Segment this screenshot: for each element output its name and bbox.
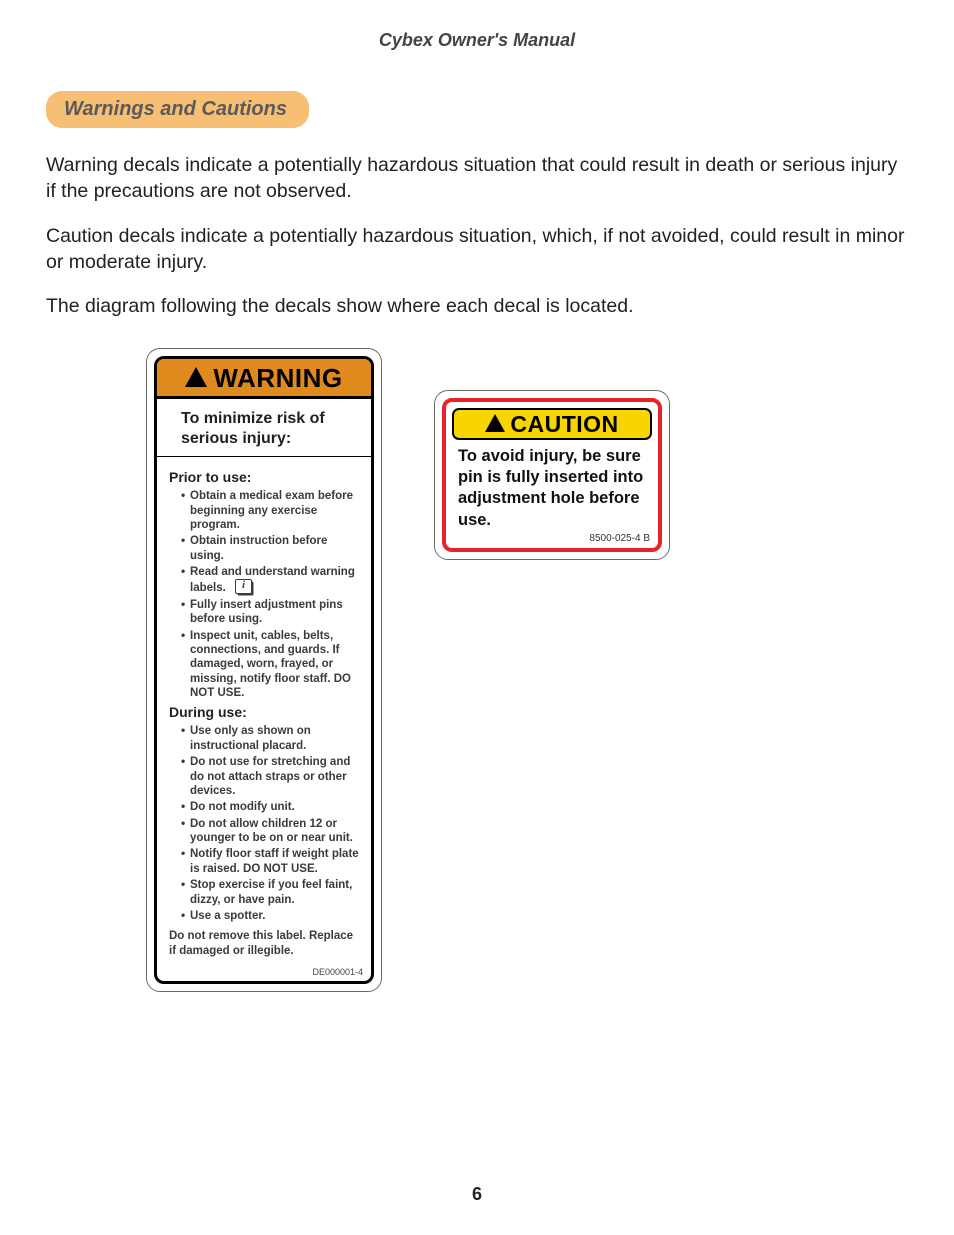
warning-decal: WARNING To minimize risk of serious inju… [146, 348, 382, 993]
warning-item: Obtain instruction before using. [181, 534, 359, 563]
decals-row: WARNING To minimize risk of serious inju… [146, 348, 908, 993]
warning-item: Do not allow children 12 or younger to b… [181, 817, 359, 846]
warning-header: WARNING [157, 359, 371, 399]
warning-item: Inspect unit, cables, belts, connections… [181, 629, 359, 701]
caution-decal: CAUTION To avoid injury, be sure pin is … [434, 390, 670, 561]
caution-header-word: CAUTION [510, 411, 618, 438]
alert-triangle-icon [185, 367, 207, 387]
warning-item: Stop exercise if you feel faint, dizzy, … [181, 878, 359, 907]
intro-paragraph-1: Warning decals indicate a potentially ha… [46, 152, 908, 205]
manual-info-icon: i [235, 579, 252, 594]
section-heading-pill: Warnings and Cautions [46, 91, 309, 128]
page-number: 6 [0, 1184, 954, 1205]
warning-section2-list: Use only as shown on instructional placa… [169, 724, 359, 923]
caution-body-text: To avoid injury, be sure pin is fully in… [446, 444, 658, 534]
warning-section1-list: Obtain a medical exam before beginning a… [169, 489, 359, 700]
caution-decal-code: 8500-025-4 B [446, 533, 658, 548]
intro-paragraph-2: Caution decals indicate a potentially ha… [46, 223, 908, 276]
warning-item: Do not modify unit. [181, 800, 359, 814]
warning-item: Obtain a medical exam before beginning a… [181, 489, 359, 532]
document-title: Cybex Owner's Manual [46, 30, 908, 51]
intro-paragraph-3: The diagram following the decals show wh… [46, 293, 908, 319]
warning-decal-inner: WARNING To minimize risk of serious inju… [154, 356, 374, 985]
warning-item: Read and understand warning labels. i [181, 565, 359, 596]
warning-decal-code: DE000001-4 [157, 965, 371, 981]
warning-section2-title: During use: [169, 704, 359, 720]
warning-item: Use a spotter. [181, 909, 359, 923]
warning-header-word: WARNING [213, 363, 342, 394]
warning-item: Use only as shown on instructional placa… [181, 724, 359, 753]
warning-item: Fully insert adjustment pins before usin… [181, 598, 359, 627]
warning-item: Do not use for stretching and do not att… [181, 755, 359, 798]
caution-decal-inner: CAUTION To avoid injury, be sure pin is … [442, 398, 662, 553]
warning-item-text: Read and understand warning labels. [190, 566, 355, 594]
warning-item: Notify floor staff if weight plate is ra… [181, 847, 359, 876]
warning-body: Prior to use: Obtain a medical exam befo… [157, 457, 371, 965]
alert-triangle-icon [485, 414, 505, 432]
caution-header: CAUTION [452, 408, 652, 440]
warning-subhead: To minimize risk of serious injury: [157, 399, 371, 458]
warning-footnote: Do not remove this label. Replace if dam… [169, 929, 359, 959]
warning-section1-title: Prior to use: [169, 469, 359, 485]
